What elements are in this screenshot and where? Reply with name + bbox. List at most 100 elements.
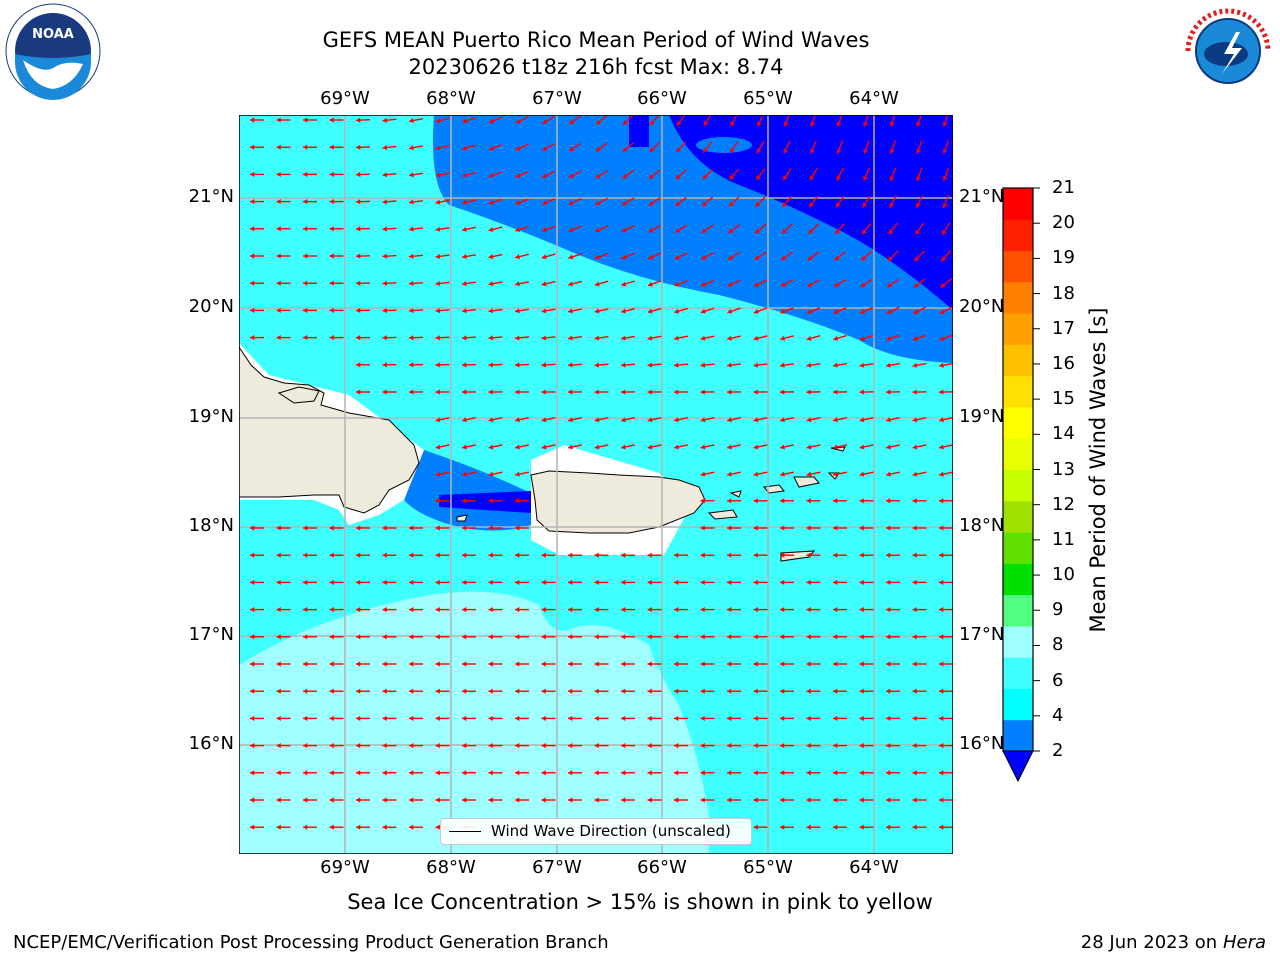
wind-arrow-head — [886, 471, 891, 477]
wind-arrow-head — [488, 254, 494, 260]
wind-arrow-head — [753, 498, 758, 504]
wind-arrow-head — [647, 770, 652, 776]
wind-arrow-head — [356, 797, 361, 803]
wind-arrow-head — [806, 634, 811, 640]
wind-arrow-head — [541, 743, 546, 749]
wind-arrow-head — [780, 824, 785, 830]
wind-arrow-head — [753, 661, 758, 667]
wind-arrow-head — [382, 253, 387, 259]
wind-arrow-head — [648, 227, 654, 233]
wind-arrow-head — [700, 417, 706, 423]
wind-arrow-head — [382, 552, 387, 558]
wind-arrow-head — [462, 444, 467, 450]
colorbar-cell — [1003, 500, 1033, 533]
wind-arrow-head — [303, 199, 308, 205]
wind-arrow-head — [780, 661, 785, 667]
wind-arrow-head — [541, 417, 547, 423]
wind-arrow-head — [250, 335, 255, 341]
wind-arrow-head — [594, 797, 599, 803]
wind-arrow-head — [780, 607, 785, 613]
wind-arrow-head — [675, 201, 681, 206]
wind-arrow-head — [382, 824, 387, 830]
wind-arrow-head — [356, 824, 361, 830]
colorbar-cell — [1003, 188, 1033, 220]
wind-arrow-head — [886, 797, 891, 803]
wind-arrow-head — [913, 309, 919, 314]
wind-arrow-head — [568, 552, 573, 558]
wind-arrow-head — [515, 498, 520, 504]
wind-arrow-head — [780, 634, 785, 640]
wind-arrow-head — [912, 579, 917, 585]
wind-arrow-head — [621, 715, 626, 721]
wind-arrow-head — [250, 226, 255, 232]
wind-arrow-head — [382, 280, 387, 286]
wind-arrow-head — [780, 335, 786, 341]
wind-arrow-head — [806, 498, 811, 504]
footer-date: 28 Jun 2023 on Hera — [1081, 932, 1266, 953]
wind-arrow-head — [727, 688, 732, 694]
wind-arrow-head — [382, 634, 387, 640]
wind-arrow-head — [541, 281, 547, 287]
wind-arrow-head — [462, 579, 467, 585]
wind-arrow-head — [859, 389, 864, 395]
wind-arrow-head — [833, 417, 838, 423]
wind-arrow-head — [780, 309, 786, 314]
wind-arrow-head — [859, 743, 864, 749]
wind-arrow-head — [806, 552, 811, 558]
wind-arrow-head — [754, 282, 760, 287]
wind-arrow-head — [730, 121, 735, 127]
wind-arrow-head — [250, 552, 255, 558]
wind-arrow-head — [728, 228, 734, 234]
wind-arrow-head — [833, 824, 838, 830]
colorbar-tick-label: 6 — [1052, 669, 1064, 691]
wind-arrow-head — [303, 715, 308, 721]
wind-arrow-head — [250, 171, 255, 177]
colorbar-cell — [1003, 219, 1033, 252]
wind-arrow-head — [806, 362, 812, 368]
wind-arrow-head — [250, 824, 255, 830]
wind-arrow-head — [753, 552, 758, 558]
wind-arrow-head — [435, 226, 441, 232]
wind-arrow-head — [806, 797, 811, 803]
wind-arrow-head — [701, 228, 707, 233]
wind-arrow-head — [727, 417, 732, 423]
wind-arrow-head — [886, 579, 891, 585]
wind-arrow-head — [596, 119, 602, 125]
wind-arrow-head — [912, 362, 918, 368]
wind-arrow-head — [753, 688, 758, 694]
wind-arrow-head — [939, 444, 944, 450]
wind-arrow-head — [833, 770, 838, 776]
wind-arrow-head — [834, 255, 840, 261]
wind-arrow-head — [863, 121, 868, 127]
wind-arrow-head — [435, 145, 441, 151]
wind-arrow-head — [621, 552, 626, 558]
wind-arrow-head — [488, 417, 494, 423]
wind-arrow-head — [700, 607, 705, 613]
wind-arrow-head — [276, 253, 281, 259]
wind-arrow-head — [594, 552, 599, 558]
wind-arrow-head — [594, 770, 599, 776]
colorbar-cell — [1003, 625, 1033, 658]
wind-arrow-head — [276, 579, 281, 585]
wind-arrow-head — [329, 797, 334, 803]
wind-arrow-head — [912, 607, 917, 613]
wind-arrow-head — [859, 417, 865, 423]
wind-arrow-head — [727, 770, 732, 776]
wind-arrow-head — [889, 176, 895, 181]
wind-arrow-head — [250, 770, 255, 776]
wind-arrow-head — [594, 254, 600, 260]
wind-arrow-head — [755, 228, 761, 234]
wind-arrow-head — [488, 498, 493, 504]
wind-arrow-head — [515, 770, 520, 776]
wind-arrow-head — [382, 715, 387, 721]
wind-arrow-head — [941, 256, 947, 262]
colorbar-cell — [1003, 406, 1033, 439]
wind-arrow-head — [727, 743, 732, 749]
colorbar-cell — [1003, 657, 1033, 689]
wind-arrow-head — [409, 661, 414, 667]
wind-arrow-head — [250, 688, 255, 694]
wind-arrow-head — [757, 121, 762, 127]
wind-arrow-head — [488, 471, 494, 477]
wind-arrow-head — [753, 362, 759, 368]
wind-arrow-head — [939, 661, 944, 667]
